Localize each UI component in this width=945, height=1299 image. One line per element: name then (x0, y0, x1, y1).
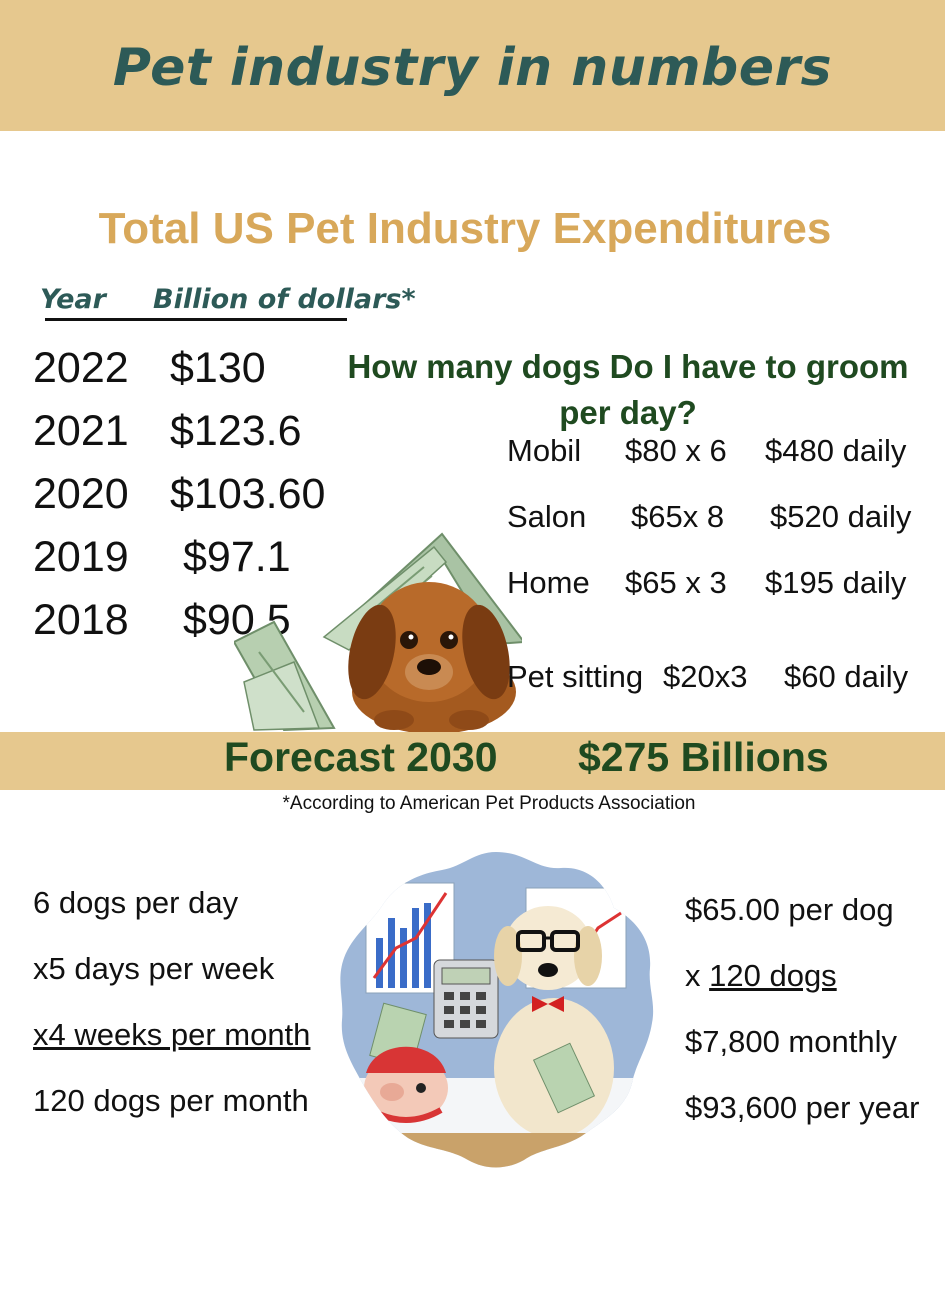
dog-with-calculator-icon (340, 852, 654, 1168)
source-note: *According to American Pet Products Asso… (282, 793, 696, 814)
service-rate-mobil: $80 x 6 (625, 433, 727, 468)
service-total-pet-sitting: $60 daily (784, 659, 909, 694)
calc-line-price-per-dog: $65.00 per dog (685, 892, 894, 927)
grooming-question: How many dogs Do I have to groom per day… (347, 348, 909, 431)
service-name-mobil: Mobil (507, 433, 582, 468)
year-2020: 2020 (33, 470, 129, 518)
calc-line-yearly: $93,600 per year (685, 1090, 920, 1125)
calc-line-weeks-per-month: x4 weeks per month (33, 1017, 311, 1052)
service-name-pet-sitting: Pet sitting (507, 659, 644, 694)
service-total-salon: $520 daily (770, 499, 912, 534)
forecast-band (0, 732, 945, 790)
forecast-value: $275 Billions (578, 734, 829, 780)
header-band (0, 0, 945, 131)
forecast-label: Forecast 2030 (224, 734, 498, 780)
page-title: Pet industry in numbers (112, 38, 833, 98)
year-2021: 2021 (33, 407, 129, 455)
calc-dog-count-underlined: 120 dogs (709, 958, 837, 993)
expenditures-title: Total US Pet Industry Expenditures (98, 204, 832, 253)
year-2022: 2022 (33, 344, 129, 392)
puppy-under-money-icon (234, 532, 522, 732)
column-header-amount: Billion of dollars* (153, 284, 416, 315)
service-rate-salon: $65x 8 (631, 499, 725, 534)
year-2018: 2018 (33, 596, 129, 644)
year-2019: 2019 (33, 533, 129, 581)
amount-2019: $97.1 (183, 533, 291, 581)
amount-2021: $123.6 (170, 407, 302, 455)
service-name-salon: Salon (507, 499, 587, 534)
service-rate-home: $65 x 3 (625, 565, 727, 600)
amount-2020: $103.60 (170, 470, 326, 518)
calc-line-days-per-week: x5 days per week (33, 951, 275, 986)
calc-line-monthly: $7,800 monthly (685, 1024, 897, 1059)
calc-line-dogs-per-month: 120 dogs per month (33, 1083, 309, 1118)
amount-2022: $130 (170, 344, 266, 392)
service-total-home: $195 daily (765, 565, 907, 600)
service-name-home: Home (507, 565, 590, 600)
puppy (348, 582, 516, 732)
header-underline (45, 318, 347, 321)
column-header-year: Year (40, 284, 106, 315)
service-rate-pet-sitting: $20x3 (663, 659, 748, 694)
calc-line-dogs-per-day: 6 dogs per day (33, 885, 239, 920)
calc-line-dog-count: x 120 dogs (685, 958, 837, 993)
service-total-mobil: $480 daily (765, 433, 907, 468)
